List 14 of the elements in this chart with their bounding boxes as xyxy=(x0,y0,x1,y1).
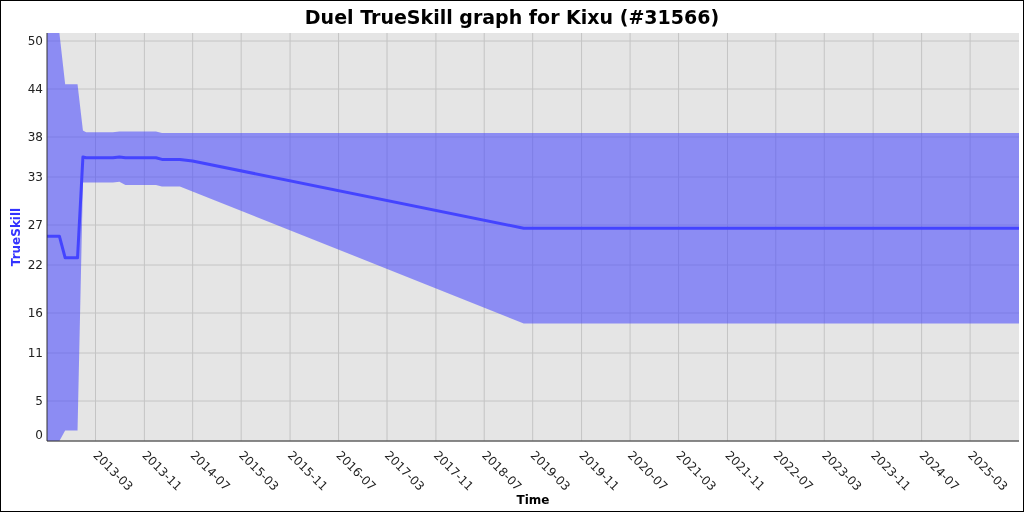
chart-title: Duel TrueSkill graph for Kixu (#31566) xyxy=(304,6,720,28)
y-tick-label: 38 xyxy=(27,130,43,145)
y-axis-title: TrueSkill xyxy=(9,207,23,267)
line-series xyxy=(47,155,1019,260)
y-tick-label: 16 xyxy=(27,306,43,321)
x-axis-title: Time xyxy=(516,493,550,507)
y-tick-label: 11 xyxy=(27,346,43,361)
y-tick-label: 33 xyxy=(27,170,43,185)
y-tick-label: 0 xyxy=(35,428,43,443)
y-tick-label: 27 xyxy=(27,218,43,233)
y-tick-label: 50 xyxy=(27,34,43,49)
y-tick-label: 5 xyxy=(35,394,43,409)
y-tick-label: 22 xyxy=(27,258,43,273)
y-tick-label: 44 xyxy=(27,82,43,97)
